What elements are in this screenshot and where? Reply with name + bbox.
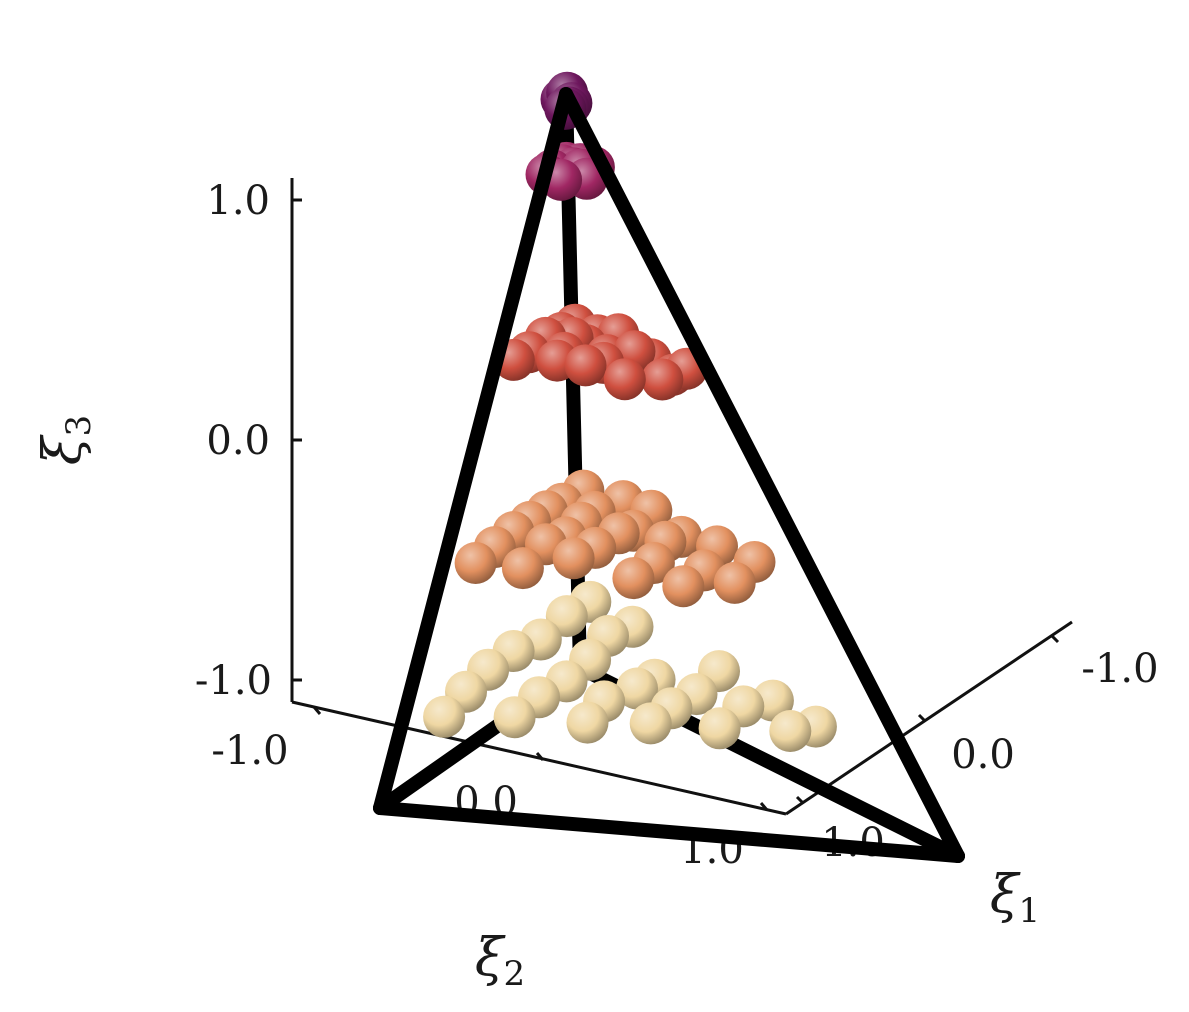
data-point — [564, 344, 607, 387]
tetrahedron-front-edges — [373, 87, 965, 863]
xi2-axis-line — [291, 700, 787, 816]
data-point — [454, 542, 497, 584]
tetrahedron-edge-front — [373, 87, 573, 815]
xi1-tick-mark — [795, 795, 805, 805]
xi1-tick-mark — [1050, 634, 1060, 644]
data-point — [566, 701, 609, 744]
data-point — [713, 561, 756, 604]
axis-titles: ξ3 ξ2 ξ1 — [33, 415, 1040, 994]
tetrahedron-edge-front — [373, 801, 965, 863]
data-point — [423, 695, 466, 738]
data-point — [769, 710, 812, 752]
data-point — [616, 667, 658, 710]
data-point — [641, 358, 684, 401]
xi1-tick-mark — [917, 713, 927, 723]
xi1-tick-label: 0.0 — [951, 732, 1015, 778]
data-point — [603, 358, 646, 401]
xi1-tick-label: -1.0 — [1081, 646, 1158, 692]
data-point — [662, 565, 705, 608]
data-point — [501, 547, 544, 590]
data-point — [612, 557, 655, 600]
data-points — [423, 71, 837, 752]
axis-frame — [290, 178, 1073, 816]
xi3-tick-label: -1.0 — [195, 658, 272, 704]
xi3-tick-label: 1.0 — [206, 178, 270, 224]
xi1-axis-line — [785, 620, 1073, 816]
xi2-axis-title: ξ2 — [475, 928, 525, 994]
xi1-axis-title: ξ1 — [990, 865, 1040, 931]
xi3-tick-label: 0.0 — [206, 418, 270, 464]
xi2-tick-mark — [535, 752, 545, 761]
data-point — [629, 702, 672, 745]
data-point — [552, 537, 595, 580]
xi2-tick-mark — [759, 802, 769, 811]
xi2-tick-mark — [312, 706, 322, 715]
data-point — [698, 707, 741, 750]
xi3-axis-title: ξ3 — [33, 415, 99, 465]
xi2-tick-label: -1.0 — [211, 728, 288, 774]
tetrahedron-edge-front — [559, 87, 965, 863]
tick-labels: 1.0 0.0 -1.0 -1.0 0.0 1.0 -1.0 0.0 1.0 — [195, 178, 1159, 873]
data-point — [493, 696, 536, 739]
